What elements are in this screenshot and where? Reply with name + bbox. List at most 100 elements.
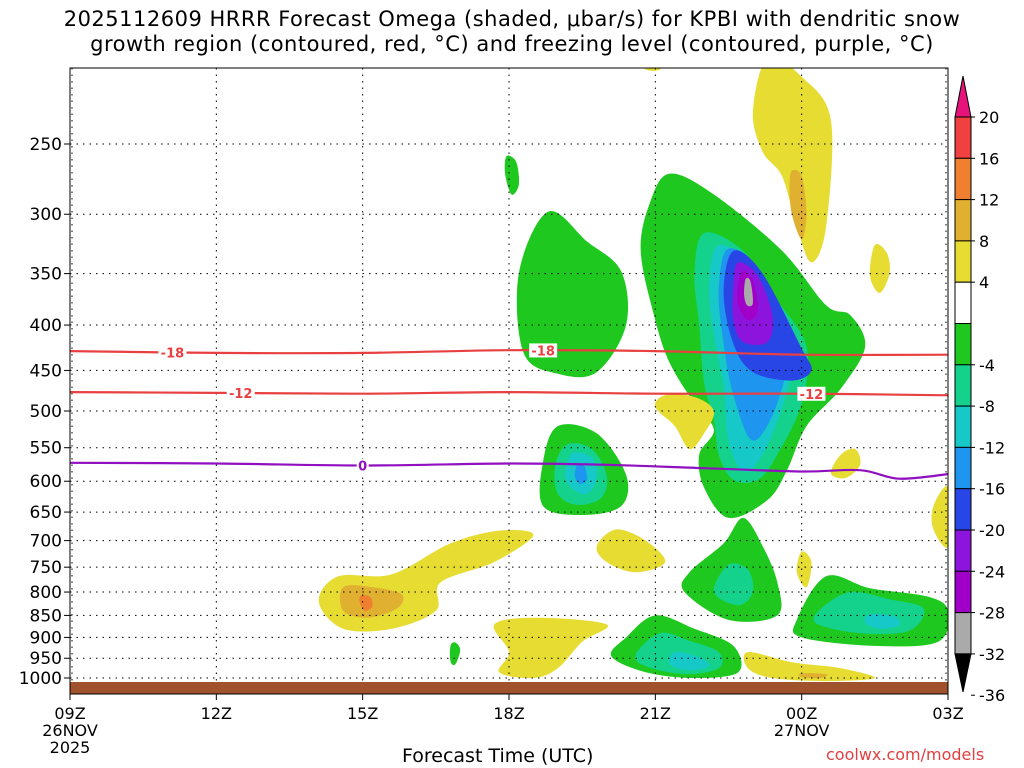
freezing level [70,461,948,480]
y-axis-labels: 2503003504004505005506006507007508008509… [19,135,70,689]
colorbar-bin [954,116,972,159]
low-level rising cell [864,614,901,629]
lower rising cell [713,563,754,606]
y-tick-label: 350 [30,265,62,285]
colorbar-label: -28 [979,604,1005,623]
ground-bar [70,682,948,694]
colorbar-bin [954,364,972,407]
mid-level sinking area [654,394,715,450]
x-tick-date: 26NOV [42,721,98,740]
mid-level rising cell [574,464,588,484]
upper sinking speck [869,244,890,293]
y-tick-label: 750 [30,558,62,578]
x-tick-label: 00Z [786,704,817,723]
x-tick-label: 15Z [347,704,378,723]
colorbar-bin [954,612,972,655]
upper rising speck [504,155,520,195]
y-tick-label: 550 [30,439,62,459]
colorbar-over-arrow [954,75,972,118]
contour-label: -18 [161,346,185,361]
y-tick-label: 400 [30,316,62,336]
omega-shading [318,68,948,682]
colorbar-label: -4 [979,356,995,375]
near-surface rising cell [669,651,710,671]
top-edge sinking speck [643,68,662,71]
colorbar-label: 12 [979,191,999,210]
x-tick-year: 2025 [50,738,91,757]
low-level sinking area [493,617,608,679]
colorbar-bin [954,157,972,201]
x-tick-label: 12Z [201,704,232,723]
credit-link[interactable]: coolwx.com/models [826,745,985,764]
right-edge sinking speck [931,486,948,548]
y-tick-label: 850 [30,606,62,626]
contour-label-bg [797,386,826,401]
low-level sinking speck [796,551,812,588]
y-tick-label: 950 [30,649,62,669]
contour-label: 0 [358,460,367,475]
colorbar-bin [954,323,972,366]
low-level rising speck [449,642,461,666]
chart-title-line-2: growth region (contoured, red, °C) and f… [90,32,934,56]
colorbar-bin [954,570,972,614]
mid-level sinking area [830,448,861,479]
contour-label-bg [158,345,187,360]
colorbar: 20 16 12 8 4 -4 -8 -12 -16 -20 -24 -28 -32 -36 [954,75,1005,705]
lower sinking area [318,529,534,632]
colorbar-bin [954,446,972,490]
colorbar-label: -36 [979,686,1005,705]
contour-label: -12 [800,388,824,403]
y-tick-label: 300 [30,205,62,225]
colorbar-bin [954,405,972,448]
x-tick-label: 21Z [640,704,671,723]
mid-level rising cell [516,210,629,378]
contour-label-bg [356,458,369,473]
y-tick-label: 250 [30,135,62,155]
colorbar-label: -32 [979,645,1005,664]
colorbar-label: 16 [979,149,999,168]
y-tick-label: 600 [30,472,62,492]
colorbar-bin [954,488,972,531]
x-tick-label: 03Z [932,704,963,723]
x-tick-label: 18Z [493,704,524,723]
colorbar-label: -24 [979,562,1005,581]
colorbar-label: 8 [979,232,989,251]
near-surface sinking area [798,673,828,679]
contour-label: -12 [229,387,253,402]
y-tick-label: 1000 [19,669,62,689]
colorbar-bin [954,199,972,242]
colorbar-label: -20 [979,521,1005,540]
y-tick-label: 900 [30,628,62,648]
y-tick-label: 450 [30,361,62,381]
colorbar-bin [954,529,972,572]
lower sinking area [359,595,373,611]
y-tick-label: 500 [30,402,62,422]
contour-label: -18 [531,344,555,359]
x-tick-label: 09Z [54,704,85,723]
contour-label-bg [226,385,255,400]
subsidence plume aloft [752,68,833,263]
y-tick-label: 800 [30,583,62,603]
colorbar-label: -16 [979,480,1005,499]
x-tick-date: 27NOV [774,721,830,740]
subsidence plume aloft [789,169,807,240]
chart-title-line-1: 2025112609 HRRR Forecast Omega (shaded, … [63,7,961,31]
colorbar-label: -12 [979,438,1005,457]
colorbar-under-arrow [954,653,972,693]
colorbar-label: -8 [979,397,995,416]
y-tick-label: 700 [30,532,62,552]
lower sinking area [596,529,666,573]
colorbar-bin [954,281,972,325]
colorbar-bin [954,240,972,283]
x-axis-title: Forecast Time (UTC) [402,745,594,767]
y-tick-label: 650 [30,503,62,523]
contour-label-bg [529,343,558,358]
temperature-contours: -18 -18 -12 -12 0 [70,343,948,480]
colorbar-label: 20 [979,108,999,127]
-18 C isotherm [70,349,948,357]
upper rising motion core [744,277,754,307]
colorbar-label: 4 [979,273,989,292]
near-surface sinking area [743,652,875,682]
